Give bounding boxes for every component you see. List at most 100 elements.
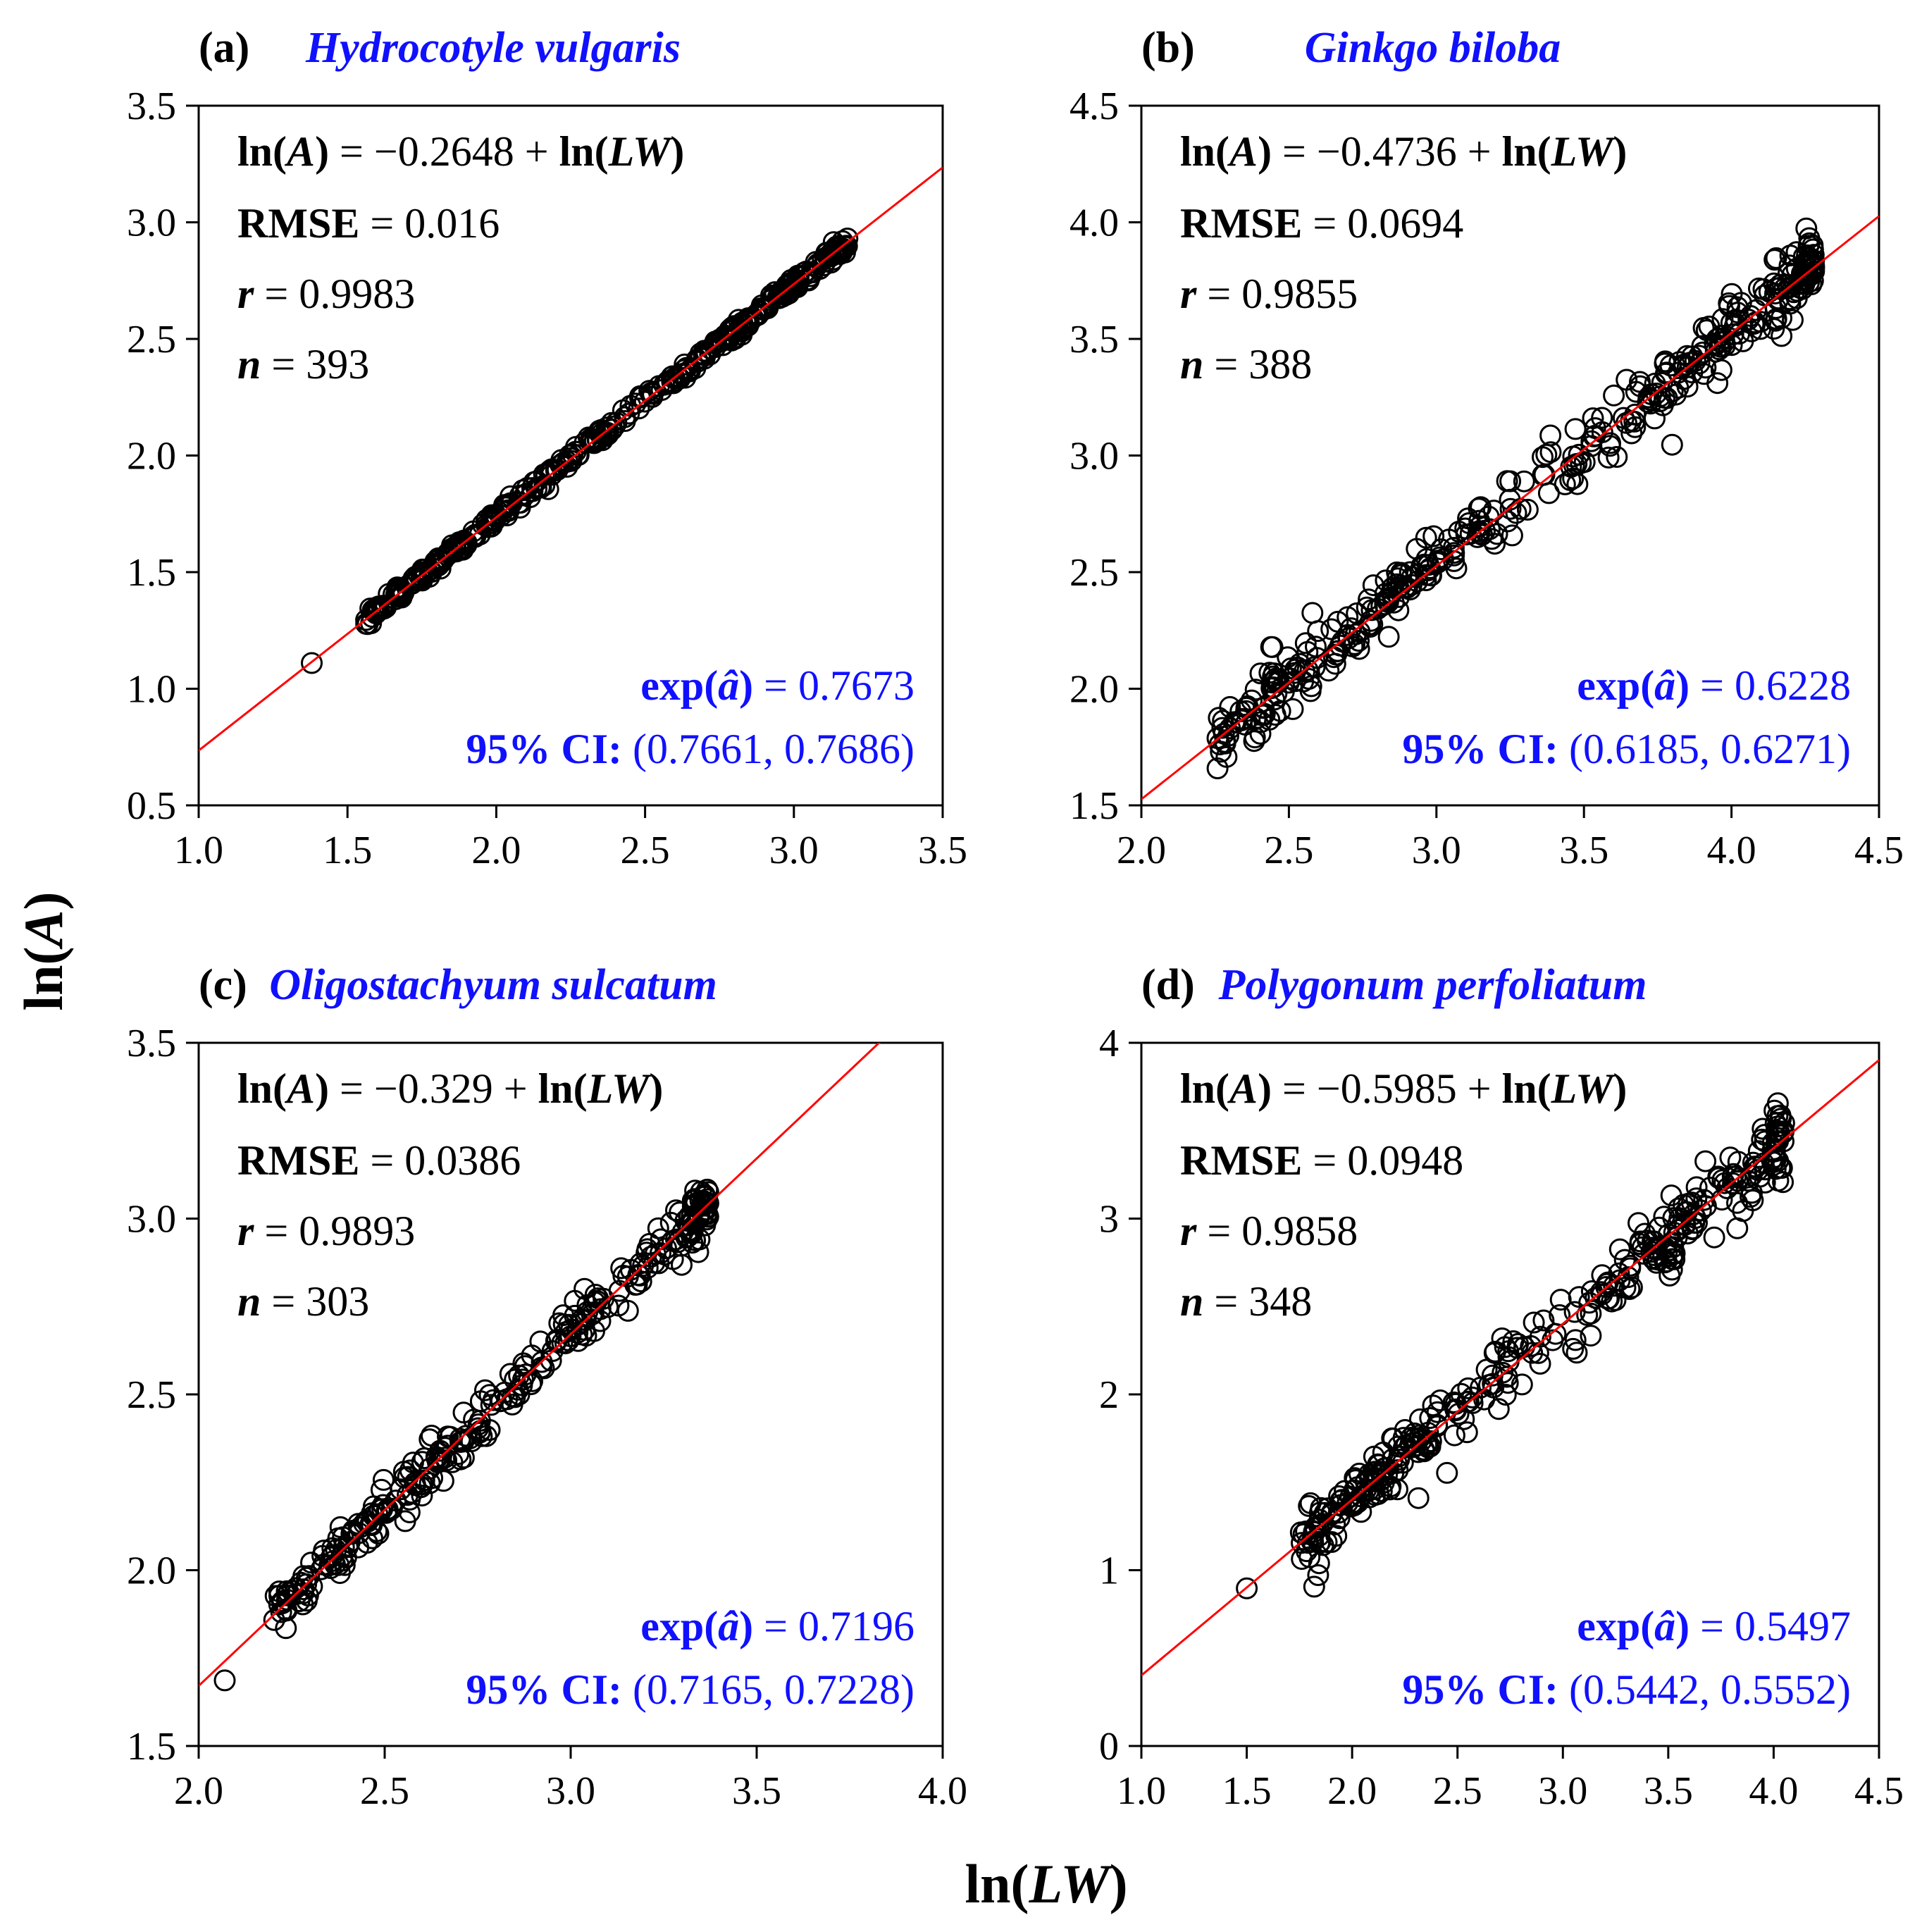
data-point [478, 1384, 501, 1406]
data-point [1443, 1424, 1465, 1447]
data-point [411, 1451, 433, 1473]
data-point [1613, 1249, 1636, 1271]
data-point [1564, 1329, 1587, 1351]
data-point [1358, 588, 1380, 611]
x-tick-label: 2.0 [1327, 1769, 1377, 1813]
x-tick-label: 4.5 [1854, 829, 1904, 872]
ci-label: 95% CI: (0.5442, 0.5552) [1402, 1666, 1851, 1713]
ci-label: 95% CI: (0.6185, 0.6271) [1402, 726, 1851, 772]
data-point [1562, 467, 1585, 490]
panel-label: (c) [199, 961, 247, 1009]
data-point [1606, 446, 1628, 468]
data-point [1299, 1492, 1322, 1514]
y-tick-label: 3.0 [1070, 435, 1119, 478]
data-point [581, 1304, 603, 1326]
data-point [1265, 683, 1288, 705]
data-point [329, 1516, 352, 1538]
data-point [1742, 1189, 1764, 1211]
data-point [1318, 660, 1340, 682]
n-label: n = 348 [1180, 1278, 1312, 1325]
data-point [1422, 525, 1445, 547]
equation-label: ln(A) = −0.5985 + ln(LW) [1180, 1065, 1627, 1112]
y-tick-label: 3.0 [127, 202, 176, 245]
data-point [469, 524, 491, 545]
exp-a-label: exp(â) = 0.5497 [1577, 1603, 1851, 1649]
data-point [1608, 1238, 1631, 1261]
data-point [681, 1220, 704, 1243]
data-point [373, 597, 395, 620]
data-point [692, 1204, 714, 1227]
data-point [413, 1447, 435, 1470]
data-point [1382, 1428, 1404, 1450]
data-point [1580, 1325, 1602, 1347]
x-axis-title: ln(LW) [965, 1853, 1127, 1914]
data-point [1337, 606, 1359, 628]
data-point [1294, 632, 1317, 655]
n-label: n = 388 [1180, 341, 1312, 388]
x-tick-label: 2.0 [174, 1769, 223, 1813]
data-point [1299, 680, 1322, 702]
data-point [1692, 341, 1713, 364]
data-point [1356, 596, 1378, 619]
data-point [1380, 1475, 1402, 1498]
data-point [1429, 1389, 1451, 1411]
data-point [263, 1609, 285, 1631]
data-point [1798, 232, 1821, 254]
data-point [1562, 445, 1585, 468]
x-tick-label: 2.5 [621, 829, 670, 872]
panel-c: 2.0 2.5 3.0 3.5 4.01.52.02.53.03.5(c) Oligost… [127, 961, 967, 1813]
data-point [541, 1340, 564, 1362]
data-point [1779, 244, 1802, 267]
data-point [444, 538, 466, 560]
data-point [1516, 498, 1539, 521]
data-point [495, 495, 517, 518]
r-label: r = 0.9983 [237, 271, 415, 317]
data-point [1659, 354, 1682, 377]
y-axis-title: ln(A) [13, 891, 74, 1010]
data-point [1367, 1482, 1389, 1505]
data-point [546, 459, 569, 481]
data-point [564, 1289, 586, 1312]
data-point [1694, 1150, 1717, 1172]
data-point [1399, 561, 1421, 583]
data-point [1608, 1262, 1630, 1284]
data-point [638, 1232, 661, 1255]
exp-a-label: exp(â) = 0.7196 [640, 1603, 914, 1649]
data-point [1292, 1523, 1315, 1545]
data-point [1362, 574, 1384, 597]
data-point [782, 275, 804, 298]
data-point [481, 509, 504, 531]
data-point [392, 1461, 415, 1483]
scatter-points [1206, 217, 1825, 779]
y-tick-label: 2.5 [127, 1373, 176, 1417]
data-point [361, 1514, 383, 1536]
x-tick-label: 3.5 [918, 829, 967, 872]
data-point [1320, 1531, 1343, 1553]
x-tick-label: 2.0 [471, 829, 521, 872]
x-tick-label: 2.5 [1433, 1769, 1482, 1813]
x-tick-label: 3.0 [546, 1769, 595, 1813]
data-point [474, 1379, 496, 1401]
data-point [514, 1363, 537, 1386]
fit-line [199, 166, 943, 752]
data-point [1219, 695, 1241, 718]
data-point [1365, 1469, 1388, 1491]
panel-a: 1.0 1.5 2.0 2.5 3.0 3.50.51.01.52.02.53.03.5(… [127, 24, 967, 872]
data-point [1407, 1487, 1430, 1509]
data-point [1513, 470, 1535, 493]
data-point [1249, 722, 1272, 745]
data-point [723, 315, 745, 338]
r-label: r = 0.9855 [1180, 271, 1358, 317]
data-point [1803, 254, 1825, 277]
data-point [1307, 1564, 1329, 1586]
species-title: Oligostachyum sulcatum [269, 961, 717, 1009]
y-tick-label: 2.5 [1070, 551, 1119, 595]
data-point [1346, 602, 1368, 624]
data-point [432, 1470, 454, 1492]
data-point [787, 264, 809, 287]
data-point [1456, 1421, 1478, 1444]
data-point [292, 1578, 315, 1601]
data-point [666, 366, 689, 388]
data-point [718, 328, 740, 350]
data-point [375, 1501, 397, 1524]
